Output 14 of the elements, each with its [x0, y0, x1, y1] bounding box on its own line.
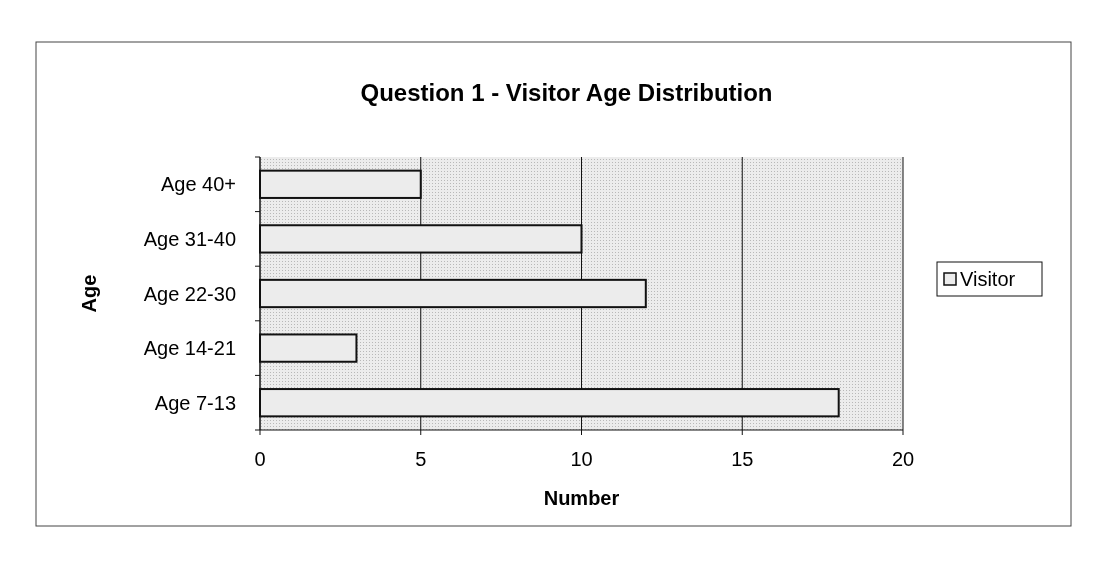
x-axis-title: Number [543, 487, 620, 509]
x-tick-label: 5 [415, 448, 427, 470]
y-tick-label: Age 14-21 [143, 337, 236, 360]
y-tick-label: Age 7-13 [154, 391, 236, 414]
x-tick-label: 15 [731, 448, 754, 470]
x-tick-label: 20 [891, 448, 915, 470]
chart-title: Question 1 - Visitor Age Distribution [360, 79, 773, 106]
x-tick-label: 10 [570, 448, 593, 470]
y-tick-label: Age 22-30 [143, 282, 236, 305]
legend-label: Visitor [960, 268, 1016, 290]
y-axis-title: Age [78, 274, 100, 313]
y-tick-label: Age 40+ [160, 173, 236, 196]
y-tick-label: Age 31-40 [143, 227, 236, 250]
x-tick-label: 0 [254, 448, 266, 470]
